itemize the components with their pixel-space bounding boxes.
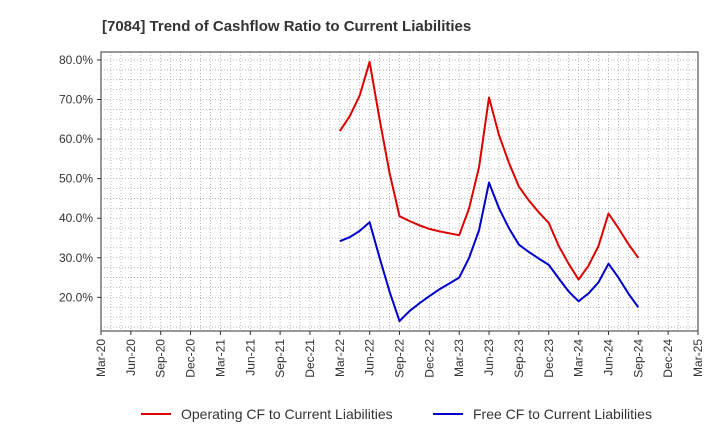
x-tick-label: Dec-20 [184,339,198,378]
y-tick-label: 40.0% [59,211,93,225]
x-tick-label: Dec-21 [303,339,317,378]
grid [101,52,698,331]
chart-title: [7084] Trend of Cashflow Ratio to Curren… [102,18,471,35]
x-tick-label: Mar-21 [213,339,227,377]
x-tick-label: Sep-20 [154,339,168,378]
legend: Operating CF to Current Liabilities Free… [141,406,652,422]
x-tick-label: Sep-21 [273,339,287,378]
x-tick-label: Jun-22 [363,339,377,376]
legend-label-free-cf: Free CF to Current Liabilities [473,406,652,422]
x-tick-label: Sep-23 [512,339,526,378]
y-axis: 20.0% 30.0% 40.0% 50.0% 60.0% 70.0% 80.0% [59,53,101,304]
x-tick-label: Sep-22 [393,339,407,378]
legend-label-operating-cf: Operating CF to Current Liabilities [181,406,393,422]
series-line-operating-cf [338,60,640,281]
x-tick-label: Mar-25 [691,339,705,377]
y-tick-label: 60.0% [59,132,93,146]
x-tick-label: Sep-24 [631,339,645,378]
x-tick-label: Dec-23 [542,339,556,378]
x-tick-label: Mar-23 [452,339,466,377]
x-tick-label: Jun-21 [243,339,257,376]
x-tick-label: Jun-20 [124,339,138,376]
y-tick-label: 30.0% [59,251,93,265]
x-tick-label: Mar-20 [94,339,108,377]
x-tick-label: Mar-22 [333,339,347,377]
y-tick-label: 50.0% [59,172,93,186]
y-tick-label: 70.0% [59,92,93,106]
x-tick-label: Jun-23 [482,339,496,376]
x-tick-label: Dec-22 [422,339,436,378]
x-tick-label: Mar-24 [572,339,586,377]
series-line-free-cf [339,181,640,323]
x-axis: Mar-20 Jun-20 Sep-20 Dec-20 Mar-21 Jun-21 Sep-… [94,331,705,378]
y-tick-label: 80.0% [59,53,93,67]
series-group [338,60,640,323]
x-tick-label: Dec-24 [661,339,675,378]
y-tick-label: 20.0% [59,290,93,304]
x-tick-label: Jun-24 [601,339,615,376]
